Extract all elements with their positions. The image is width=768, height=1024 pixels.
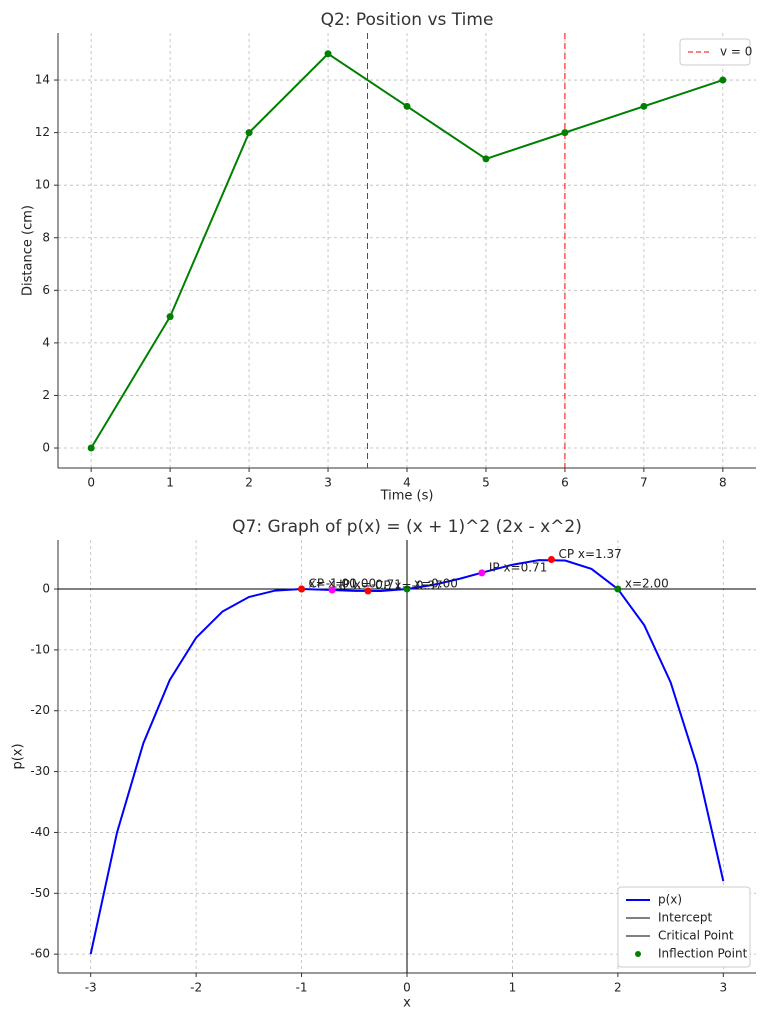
x-tick-label: 1 xyxy=(166,476,174,490)
data-point xyxy=(482,155,490,163)
y-tick-label: 0 xyxy=(42,582,50,596)
data-point xyxy=(640,102,648,110)
legend-box xyxy=(617,886,751,968)
y-tick-label: -60 xyxy=(30,947,50,961)
x-tick-label: 6 xyxy=(561,476,569,490)
y-axis-label: p(x) xyxy=(11,743,26,769)
x-tick-label: -1 xyxy=(296,981,308,995)
x-tick-label: 1 xyxy=(509,981,517,995)
y-tick-label: -40 xyxy=(30,825,50,839)
y-tick-label: -10 xyxy=(30,642,50,656)
point-label: CP x=-1.00 xyxy=(309,577,377,591)
legend-label: Inflection Point xyxy=(658,947,748,961)
y-tick-label: 6 xyxy=(42,283,50,297)
y-axis-label: Distance (cm) xyxy=(21,205,36,296)
legend-label: p(x) xyxy=(658,893,682,907)
point-label: IP x=0.71 xyxy=(489,560,547,574)
x-tick-label: 0 xyxy=(87,476,95,490)
data-point xyxy=(87,444,95,452)
data-point xyxy=(478,569,486,577)
data-point xyxy=(166,313,174,321)
data-point xyxy=(561,129,569,137)
legend-box xyxy=(679,38,751,66)
y-tick-label: 10 xyxy=(35,178,50,192)
point-label: IP x=-0.71 xyxy=(339,578,402,592)
x-tick-label: 7 xyxy=(640,476,648,490)
y-tick-label: 2 xyxy=(42,388,50,402)
x-tick-label: -3 xyxy=(85,981,97,995)
data-point xyxy=(547,556,555,564)
data-point xyxy=(364,587,372,595)
y-tick-label: 4 xyxy=(42,335,50,349)
point-label: x=2.00 xyxy=(625,577,669,591)
x-tick-label: 4 xyxy=(403,476,411,490)
x-axis-label: Time (s) xyxy=(380,489,434,504)
data-point xyxy=(245,129,253,137)
x-tick-label: 5 xyxy=(482,476,490,490)
y-tick-label: 14 xyxy=(35,73,50,87)
chart-title: Q2: Position vs Time xyxy=(321,10,494,30)
data-point xyxy=(298,585,306,593)
data-point xyxy=(328,586,336,594)
y-tick-label: 12 xyxy=(35,125,50,139)
x-tick-label: 8 xyxy=(719,476,727,490)
y-tick-label: -20 xyxy=(30,703,50,717)
legend-label: Intercept xyxy=(658,911,713,925)
y-tick-label: -30 xyxy=(30,764,50,778)
x-tick-label: 3 xyxy=(719,981,727,995)
y-tick-label: 0 xyxy=(42,441,50,455)
y-tick-label: -50 xyxy=(30,886,50,900)
legend-label: Critical Point xyxy=(658,929,734,943)
x-tick-label: 0 xyxy=(403,981,411,995)
point-label: CP x=-0.37 xyxy=(375,578,443,592)
data-point xyxy=(403,102,411,110)
y-tick-label: 8 xyxy=(42,230,50,244)
data-point xyxy=(324,50,332,58)
x-tick-label: 3 xyxy=(324,476,332,490)
x-axis-label: x xyxy=(403,996,411,1011)
point-label: CP x=1.37 xyxy=(558,547,621,561)
x-tick-label: 2 xyxy=(614,981,622,995)
data-point xyxy=(719,76,727,84)
legend-label: v = 0 xyxy=(720,45,752,59)
legend-marker xyxy=(635,951,641,957)
x-tick-label: 2 xyxy=(245,476,253,490)
chart-title: Q7: Graph of p(x) = (x + 1)^2 (2x - x^2) xyxy=(232,517,582,537)
point-label: x=0.00 xyxy=(414,577,458,591)
x-tick-label: -2 xyxy=(190,981,202,995)
point-label: x=-1.00 xyxy=(309,577,357,591)
data-point xyxy=(403,585,411,593)
data-point xyxy=(614,585,622,593)
